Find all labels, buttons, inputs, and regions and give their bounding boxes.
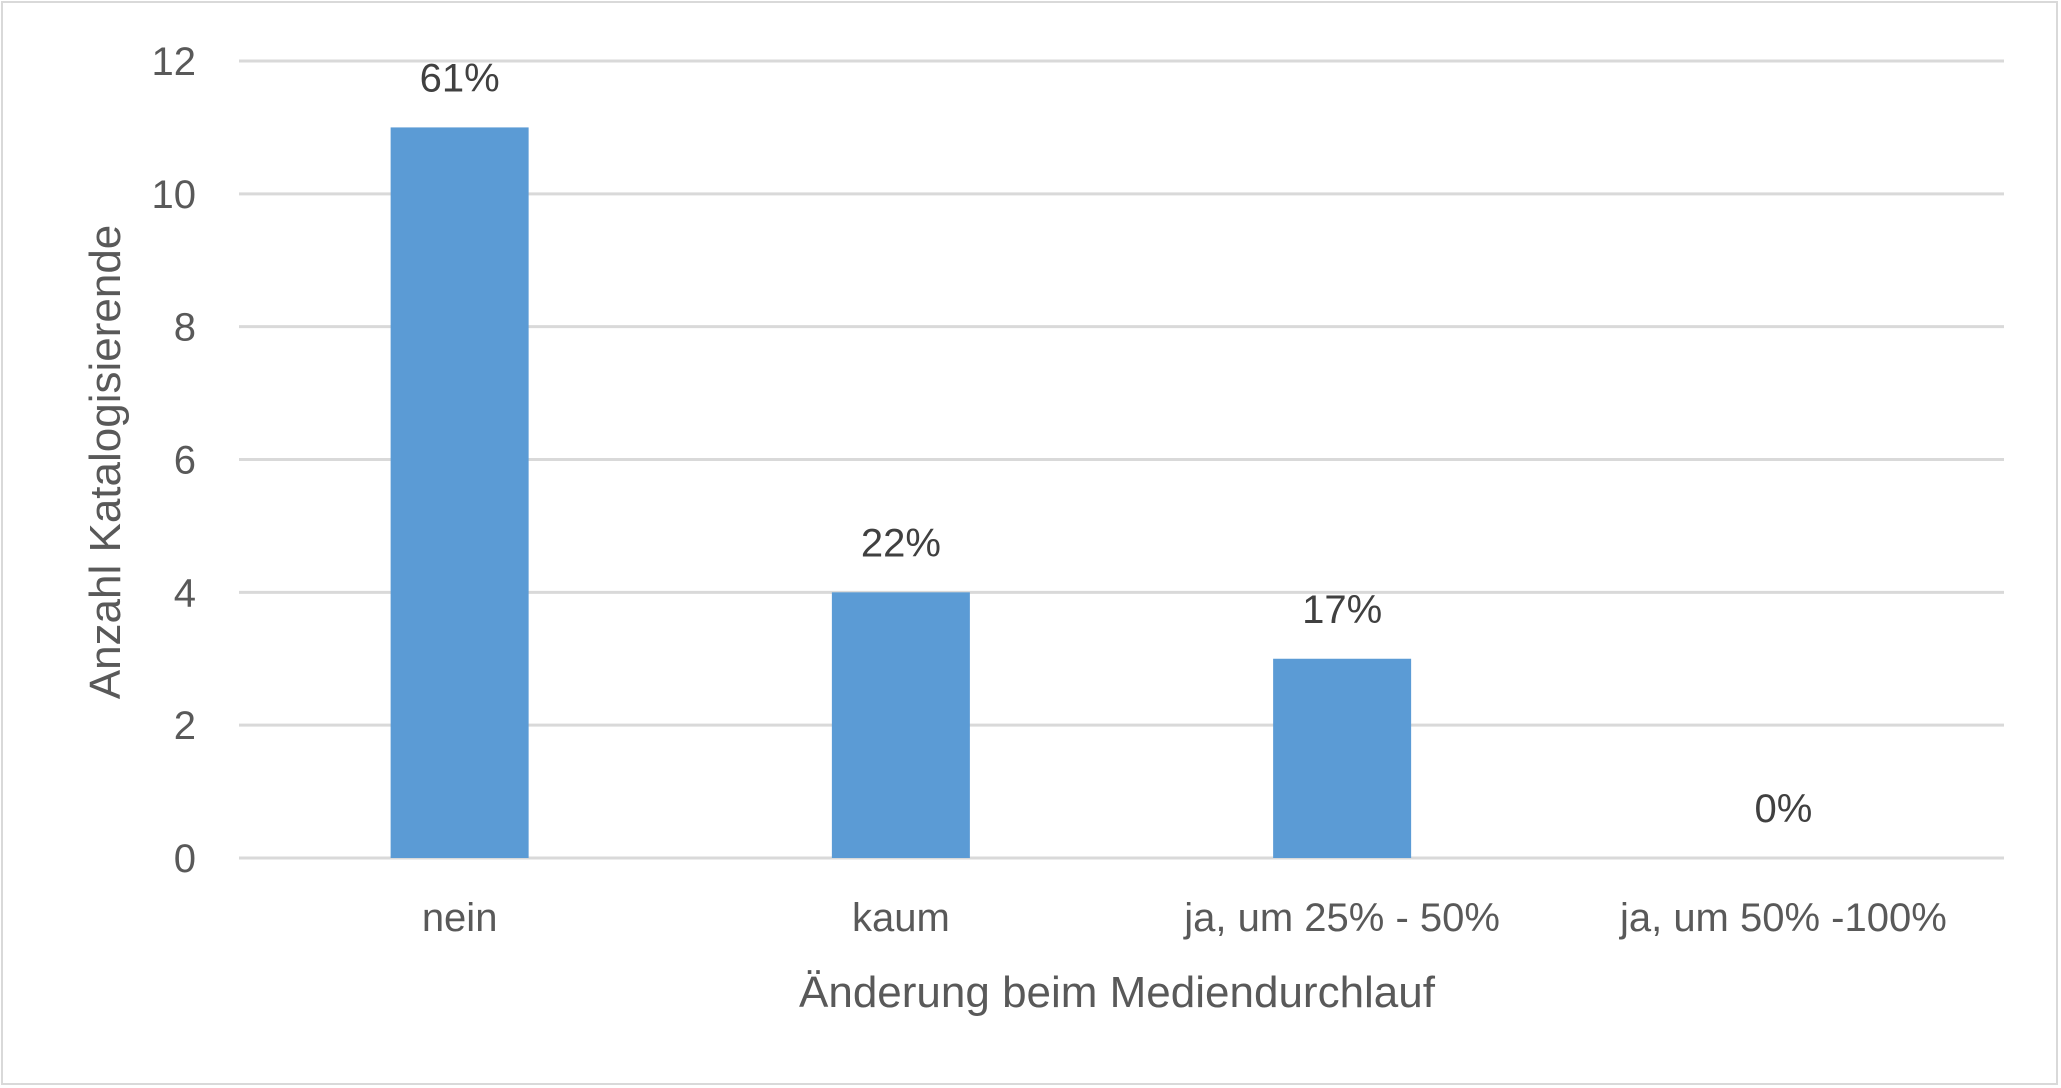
x-tick-label: ja, um 50% -100% <box>1619 896 1947 940</box>
y-tick-label: 6 <box>174 439 196 483</box>
bar-data-label: 17% <box>1302 588 1382 632</box>
bar <box>831 592 970 858</box>
x-axis-title: Änderung beim Mediendurchlauf <box>799 968 1436 1017</box>
bar <box>390 127 529 858</box>
bar-data-label: 61% <box>420 56 500 100</box>
y-tick-label: 0 <box>174 837 196 881</box>
x-axis-ticks: nein kaum ja, um 25% - 50% ja, um 50% -100% <box>422 896 1947 940</box>
x-tick-label: kaum <box>852 896 950 940</box>
x-tick-label: nein <box>422 896 498 940</box>
y-axis-ticks: 0 2 4 6 8 10 12 <box>152 40 197 881</box>
bar-data-label: 22% <box>861 521 941 565</box>
bars <box>390 127 1412 858</box>
y-tick-label: 8 <box>174 306 196 350</box>
y-tick-label: 10 <box>152 173 197 217</box>
y-tick-label: 2 <box>174 704 196 748</box>
y-tick-label: 12 <box>152 40 197 84</box>
bar <box>1273 658 1412 858</box>
bar-chart: 0 2 4 6 8 10 12 61% 22% 17% 0% nein kaum ja, um 25%… <box>81 40 2004 1017</box>
y-tick-label: 4 <box>174 571 196 615</box>
bar-data-label: 0% <box>1754 787 1812 831</box>
gridlines <box>239 59 2004 860</box>
data-labels: 61% 22% 17% 0% <box>420 56 1813 831</box>
x-tick-label: ja, um 25% - 50% <box>1183 896 1500 940</box>
y-axis-title: Anzahl Katalogisierende <box>81 225 130 700</box>
